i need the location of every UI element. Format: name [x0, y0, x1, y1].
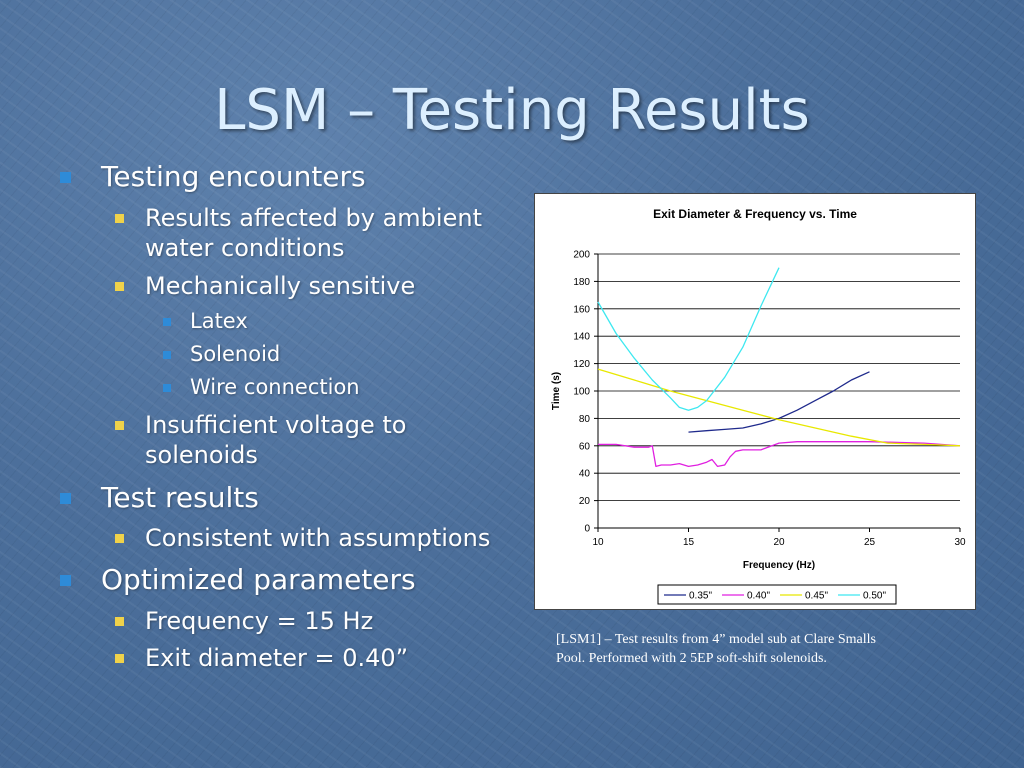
x-axis-label: Frequency (Hz): [743, 560, 815, 571]
y-axis-label: Time (s): [551, 372, 562, 410]
x-tick-label: 15: [683, 537, 695, 548]
bullet-text: water conditions: [145, 234, 345, 262]
y-tick-label: 20: [579, 496, 591, 507]
bullet-marker: [115, 214, 124, 223]
x-tick-label: 20: [773, 537, 785, 548]
y-tick-label: 180: [573, 277, 590, 288]
bullet-marker: [115, 421, 124, 430]
bullet-text: Test results: [101, 481, 259, 514]
bullet-item: Results affected by ambient: [115, 204, 482, 232]
y-tick-label: 40: [579, 469, 591, 480]
x-tick-label: 25: [864, 537, 876, 548]
bullet-marker: [60, 493, 71, 504]
bullet-text: Insufficient voltage to: [145, 411, 407, 439]
bullet-item: Latex: [163, 309, 248, 333]
bullet-continuation: solenoids: [115, 441, 258, 469]
y-tick-label: 200: [573, 250, 590, 261]
bullet-marker: [115, 654, 124, 663]
bullet-text: Exit diameter = 0.40”: [145, 644, 409, 672]
y-tick-label: 160: [573, 304, 590, 315]
x-tick-label: 30: [954, 537, 966, 548]
bullet-marker: [163, 384, 171, 392]
chart-axes: 0 20 40 60 80 100 120 140 160 180 200 10 15 20 25 30: [573, 250, 966, 549]
bullet-text: Solenoid: [190, 342, 281, 366]
legend-label-2: 0.45": [805, 591, 828, 602]
caption-line: Pool. Performed with 2 5EP soft-shift so…: [556, 651, 827, 666]
chart-panel: Exit Diameter & Frequency vs. Time 0 20 40…: [534, 193, 976, 610]
bullet-text: Mechanically sensitive: [145, 272, 416, 300]
bullet-marker: [115, 534, 124, 543]
y-tick-label: 60: [579, 441, 591, 452]
chart-title: Exit Diameter & Frequency vs. Time: [653, 207, 857, 221]
y-tick-label: 80: [579, 414, 591, 425]
bullet-item: Solenoid: [163, 342, 280, 366]
chart-grid: [598, 253, 960, 502]
bullet-item: Frequency = 15 Hz: [115, 607, 373, 635]
bullet-item: Exit diameter = 0.40”: [115, 644, 408, 672]
bullet-marker: [115, 617, 124, 626]
bullet-item: Optimized parameters: [60, 563, 416, 596]
bullet-marker: [60, 172, 71, 183]
chart-legend: 0.35" 0.40" 0.45" 0.50": [657, 584, 897, 605]
chart-series: [597, 267, 961, 468]
legend-label-3: 0.50": [863, 591, 886, 602]
y-tick-label: 0: [584, 524, 590, 535]
bullet-text: Consistent with assumptions: [145, 524, 491, 552]
bullet-marker: [163, 351, 171, 359]
bullet-continuation: water conditions: [115, 234, 344, 262]
bullet-marker: [60, 575, 71, 586]
series-line-2: [597, 368, 961, 447]
series-line-1: [598, 441, 961, 468]
slide-title: LSM – Testing Results: [214, 78, 810, 143]
bullet-item: Test results: [60, 481, 259, 514]
bullet-item: Insufficient voltage to: [115, 411, 406, 439]
x-tick-label: 10: [592, 537, 604, 548]
bullet-marker: [163, 318, 171, 326]
chart-caption: [LSM1] – Test results from 4” model sub …: [556, 630, 976, 668]
bullet-text: Frequency = 15 Hz: [145, 607, 374, 635]
bullet-item: Consistent with assumptions: [115, 524, 490, 552]
bullet-marker: [115, 282, 124, 291]
bullet-text: Latex: [190, 309, 248, 333]
legend-box: [657, 584, 897, 605]
bullet-text: Results affected by ambient: [145, 204, 482, 232]
series-line-0: [688, 371, 870, 433]
bullet-text: Optimized parameters: [101, 563, 416, 596]
legend-label-1: 0.40": [747, 591, 770, 602]
legend-label-0: 0.35": [689, 591, 712, 602]
bullet-item: Testing encounters: [60, 160, 366, 193]
line-chart: Exit Diameter & Frequency vs. Time 0 20 40…: [551, 207, 966, 605]
y-tick-label: 100: [573, 387, 590, 398]
y-tick-label: 120: [573, 359, 590, 370]
bullet-text: Testing encounters: [101, 160, 366, 193]
y-tick-label: 140: [573, 332, 590, 343]
bullet-item: Wire connection: [163, 375, 360, 399]
series-line-3: [597, 267, 780, 411]
bullet-text: Wire connection: [190, 375, 360, 399]
bullet-text: solenoids: [145, 441, 258, 469]
caption-line: [LSM1] – Test results from 4” model sub …: [556, 632, 876, 647]
bullet-item: Mechanically sensitive: [115, 272, 415, 300]
